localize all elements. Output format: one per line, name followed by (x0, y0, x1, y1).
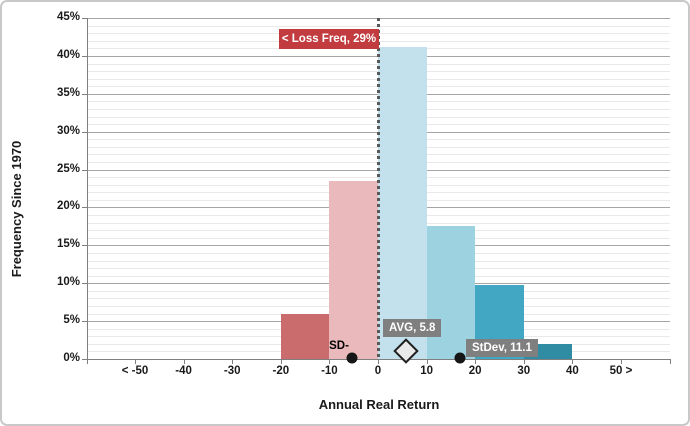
y-axis-tick-label: 0% (63, 352, 80, 364)
x-axis-tick-label: -40 (175, 365, 192, 377)
y-axis-tick (82, 321, 87, 323)
y-axis-tick (82, 207, 87, 209)
x-axis-tick (475, 359, 477, 364)
y-axis-tick (82, 283, 87, 285)
y-axis-tick-label: 35% (56, 86, 80, 99)
x-axis-tick-label: < -50 (121, 365, 149, 377)
x-axis-tick-label: 0 (374, 365, 382, 377)
stdev-label: StDev, 11.1 (466, 339, 538, 357)
y-axis-tick-label: 15% (56, 238, 80, 251)
avg-label: AVG, 5.8 (383, 319, 442, 337)
x-axis-tick (523, 359, 525, 364)
zero-dotted-line (376, 18, 380, 359)
y-axis-tick-label: 20% (56, 200, 80, 213)
x-axis-tick-label: -10 (321, 365, 338, 377)
y-axis-tick (82, 169, 87, 171)
x-axis-line (87, 359, 671, 360)
x-axis-tick (426, 359, 428, 364)
histogram-bar (378, 46, 427, 359)
y-axis-title: Frequency Since 1970 (9, 140, 24, 278)
x-axis-tick (621, 359, 622, 364)
x-axis-tick (280, 359, 282, 364)
sd-minus-label: SD- (329, 340, 349, 352)
y-axis-tick (82, 359, 87, 360)
x-axis-tick-label: 40 (565, 365, 579, 377)
y-axis-tick (82, 55, 87, 57)
y-axis-line (87, 18, 88, 360)
x-axis-tick (183, 359, 185, 364)
y-axis-tick-label: 25% (56, 162, 80, 175)
x-axis-tick-label: 50 > (609, 365, 633, 377)
sd-minus-dot-marker (346, 352, 358, 364)
x-axis-tick (378, 359, 379, 364)
y-axis-tick-label: 40% (56, 48, 80, 61)
x-axis-tick-label: -30 (223, 365, 241, 377)
x-axis-tick (329, 359, 331, 364)
x-axis-tick (572, 359, 574, 364)
y-axis-tick-label: 10% (56, 276, 80, 289)
y-axis-tick (82, 131, 87, 133)
x-axis-title: Annual Real Return (318, 397, 440, 412)
x-axis-tick-label: 30 (517, 365, 531, 377)
y-axis-tick (82, 93, 87, 95)
histogram-bar (329, 180, 378, 359)
x-axis-tick (135, 359, 136, 364)
x-axis-tick (670, 359, 671, 364)
y-axis-tick-label: 5% (63, 314, 80, 327)
y-axis-tick (82, 18, 87, 19)
y-axis-tick (82, 245, 87, 247)
y-axis-tick-label: 30% (56, 124, 80, 137)
x-axis-tick-label: 10 (420, 365, 433, 377)
x-axis-tick (87, 359, 88, 364)
x-axis-tick-label: -20 (272, 365, 290, 377)
x-axis-tick (232, 359, 234, 364)
x-axis-tick-label: 20 (468, 365, 482, 377)
loss-frequency-label: < Loss Freq, 29% (279, 29, 379, 49)
sd-plus-dot-marker (454, 352, 466, 364)
histogram-bar (280, 314, 330, 359)
y-axis-tick-label: 45% (56, 11, 80, 23)
